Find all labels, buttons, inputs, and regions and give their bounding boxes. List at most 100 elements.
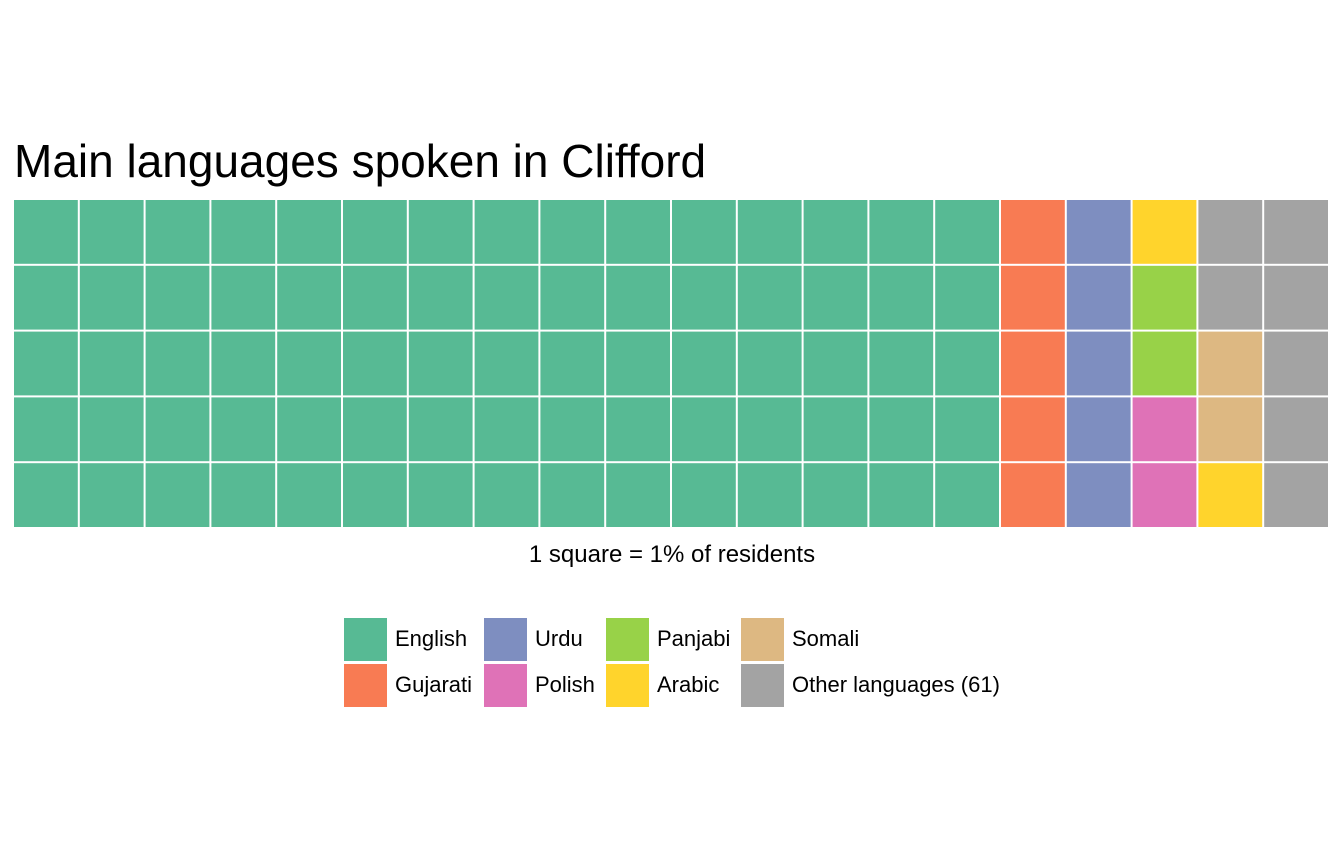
waffle-cell-english	[869, 200, 934, 264]
waffle-cell-english	[211, 331, 276, 396]
waffle-cell-english	[474, 463, 539, 527]
waffle-cell-english	[79, 463, 144, 527]
waffle-cell-english	[869, 265, 934, 330]
waffle-cell-english	[277, 200, 341, 264]
legend-label: Arabic	[657, 672, 720, 697]
waffle-cell-english	[343, 397, 407, 462]
waffle-cell-other-languages-61	[1264, 200, 1328, 264]
waffle-cell-english	[145, 200, 210, 264]
legend-label: English	[395, 626, 468, 651]
waffle-cell-english	[606, 200, 670, 264]
waffle-cell-english	[672, 463, 736, 527]
waffle-cell-english	[935, 463, 999, 527]
waffle-cell-other-languages-61	[1264, 331, 1328, 396]
waffle-cell-english	[277, 397, 341, 462]
waffle-cell-english	[79, 265, 144, 330]
waffle-cell-english	[935, 397, 999, 462]
waffle-cell-english	[79, 397, 144, 462]
legend-label: Polish	[535, 672, 595, 697]
legend-item-polish: Polish	[484, 662, 606, 708]
waffle-cell-english	[408, 463, 473, 527]
waffle-cell-english	[145, 331, 210, 396]
waffle-cell-english	[869, 331, 934, 396]
legend-swatch	[606, 663, 649, 707]
waffle-cell-polish	[1132, 397, 1197, 462]
waffle-cell-english	[343, 265, 407, 330]
waffle-cell-english	[803, 331, 868, 396]
waffle-cell-english	[672, 265, 736, 330]
waffle-cell-somali	[1198, 331, 1263, 396]
waffle-cell-polish	[1132, 463, 1197, 527]
waffle-cell-english	[540, 331, 605, 396]
legend-label: Somali	[792, 626, 860, 651]
legend-item-other-languages-61: Other languages (61)	[741, 662, 1021, 708]
waffle-cell-english	[211, 463, 276, 527]
waffle-cell-gujarati	[1001, 200, 1065, 264]
waffle-cell-urdu	[1066, 331, 1131, 396]
waffle-cell-english	[14, 397, 78, 462]
legend-item-gujarati: Gujarati	[344, 662, 484, 708]
waffle-cell-english	[343, 200, 407, 264]
waffle-cell-english	[277, 463, 341, 527]
waffle-cell-english	[935, 331, 999, 396]
waffle-cell-english	[408, 331, 473, 396]
waffle-cell-gujarati	[1001, 463, 1065, 527]
waffle-cell-english	[935, 265, 999, 330]
waffle-cell-english	[606, 265, 670, 330]
waffle-cell-arabic	[1198, 463, 1263, 527]
waffle-cell-english	[803, 463, 868, 527]
waffle-cell-english	[277, 331, 341, 396]
waffle-cell-english	[145, 265, 210, 330]
waffle-cell-english	[540, 265, 605, 330]
waffle-cell-english	[737, 200, 802, 264]
waffle-cell-english	[935, 200, 999, 264]
chart-caption: 1 square = 1% of residents	[528, 541, 816, 568]
legend-swatch	[741, 617, 784, 661]
waffle-cell-english	[737, 331, 802, 396]
waffle-cell-other-languages-61	[1264, 265, 1328, 330]
waffle-cell-urdu	[1066, 265, 1131, 330]
waffle-cell-english	[343, 331, 407, 396]
waffle-cell-somali	[1198, 397, 1263, 462]
legend-item-english: English	[344, 616, 484, 662]
waffle-cell-english	[408, 397, 473, 462]
legend-label: Other languages (61)	[792, 672, 1000, 697]
waffle-cell-gujarati	[1001, 331, 1065, 396]
waffle-cell-english	[803, 397, 868, 462]
waffle-cell-english	[474, 200, 539, 264]
waffle-cell-gujarati	[1001, 397, 1065, 462]
waffle-cell-urdu	[1066, 463, 1131, 527]
waffle-cell-english	[145, 397, 210, 462]
waffle-cell-english	[803, 265, 868, 330]
chart-title: Main languages spoken in Clifford	[14, 135, 707, 187]
waffle-cell-arabic	[1132, 200, 1197, 264]
legend-swatch	[484, 663, 527, 707]
waffle-cell-english	[606, 331, 670, 396]
waffle-cell-english	[211, 265, 276, 330]
waffle-cell-english	[145, 463, 210, 527]
waffle-cell-english	[803, 200, 868, 264]
waffle-cell-english	[540, 463, 605, 527]
waffle-cell-english	[672, 200, 736, 264]
waffle-cell-english	[869, 397, 934, 462]
legend-item-urdu: Urdu	[484, 616, 606, 662]
waffle-cell-english	[672, 397, 736, 462]
legend-label: Panjabi	[657, 626, 731, 651]
waffle-cell-other-languages-61	[1264, 397, 1328, 462]
legend-swatch	[484, 617, 527, 661]
legend-swatch	[606, 617, 649, 661]
waffle-cell-english	[211, 200, 276, 264]
legend-label: Gujarati	[395, 672, 473, 697]
waffle-cell-english	[211, 397, 276, 462]
legend-swatch	[741, 663, 784, 707]
waffle-cell-other-languages-61	[1264, 463, 1328, 527]
legend: English Gujarati Urdu Polish Panjabi Arabic So…	[344, 616, 1021, 708]
legend-swatch	[344, 663, 387, 707]
waffle-cell-english	[408, 200, 473, 264]
waffle-cell-english	[14, 265, 78, 330]
waffle-chart	[14, 200, 1328, 527]
legend-item-arabic: Arabic	[606, 662, 741, 708]
legend-item-somali: Somali	[741, 616, 1021, 662]
waffle-cell-english	[474, 397, 539, 462]
waffle-cell-english	[869, 463, 934, 527]
